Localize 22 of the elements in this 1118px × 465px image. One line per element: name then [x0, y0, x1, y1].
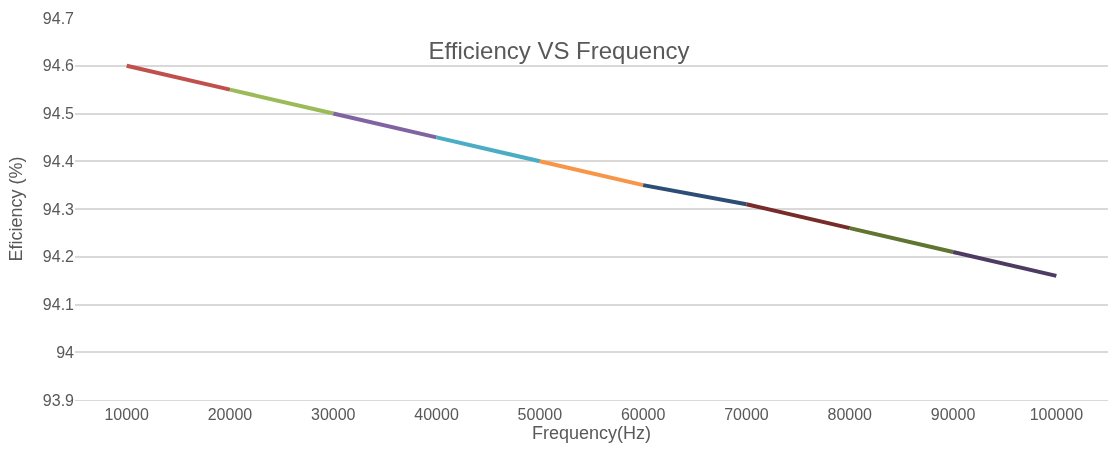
text: Efficiency VS Frequency	[428, 36, 690, 64]
y-tick-label: 94.6	[42, 57, 75, 75]
y-tick-label: 94.7	[42, 9, 75, 27]
x-axis-title: Frequency(Hz)	[531, 423, 652, 444]
y-tick-label: 94.4	[42, 152, 75, 170]
x-tick-label: 80000	[827, 406, 873, 424]
y-tick-label: 93.9	[42, 391, 75, 409]
y-tick-label: 94.1	[42, 296, 75, 314]
y-tick-label: 94.3	[42, 200, 75, 218]
x-tick-label: 100000	[1029, 406, 1084, 424]
x-tick-label: 50000	[517, 406, 563, 424]
x-tick-label: 60000	[620, 406, 666, 424]
y-axis-title: Eficiency (%)	[6, 156, 27, 262]
x-tick-label: 30000	[311, 406, 356, 424]
x-tick-label: 10000	[104, 406, 149, 424]
y-tick-label: 94.2	[42, 248, 75, 266]
y-tick-label: 94.5	[42, 105, 75, 123]
y-tick-label: 94	[56, 343, 75, 361]
x-tick-label: 70000	[724, 406, 769, 424]
x-tick-label: 20000	[207, 406, 253, 424]
x-tick-label: 90000	[930, 406, 976, 424]
x-tick-label: 40000	[414, 406, 459, 424]
